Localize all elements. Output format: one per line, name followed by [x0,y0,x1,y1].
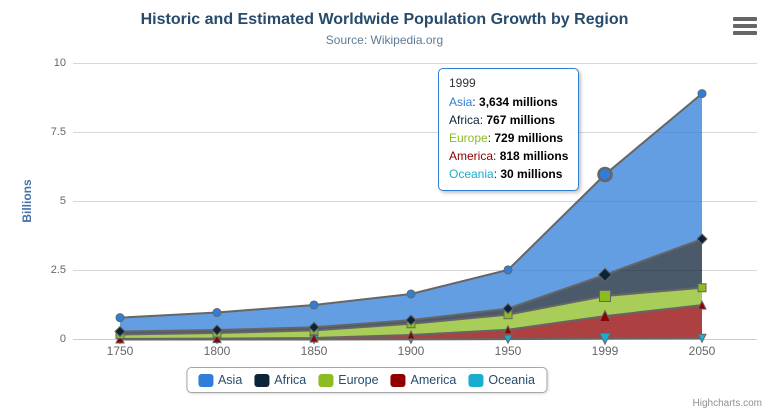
yaxis-label: 0 [59,333,66,345]
legend-label: Oceania [488,373,535,387]
tooltip-value: 818 millions [499,149,569,163]
legend-swatch [468,373,484,387]
legend-swatch [197,373,213,387]
tooltip-row: Oceania: 30 millions [449,167,563,181]
tooltip-series-name: America [449,149,494,163]
credits-link[interactable]: Highcharts.com [692,398,762,409]
legend-item-europe[interactable]: Europe [318,373,379,387]
tooltip-header: 1999 [449,76,476,90]
hamburger-icon [733,24,757,28]
hamburger-icon [733,17,757,21]
xaxis-label: 2050 [688,344,716,358]
tooltip-row: Europe: 729 millions [449,131,564,145]
legend: Asia Africa Europe America Oceania [185,367,547,393]
tooltip-series-name: Africa [449,113,480,127]
tooltip-value: 767 millions [486,113,556,127]
tooltip-row: Asia: 3,634 millions [449,95,558,109]
tooltip-row: Africa: 767 millions [449,113,556,127]
tooltip-row: America: 818 millions [449,149,569,163]
yaxis-label: 2.5 [50,264,66,276]
legend-swatch [318,373,334,387]
xaxis-label: 1950 [494,344,522,358]
legend-swatch [254,373,270,387]
legend-item-asia[interactable]: Asia [197,373,243,387]
legend-label: Asia [217,373,243,387]
legend-label: Africa [274,373,307,387]
tooltip-value: 3,634 millions [479,95,558,109]
tooltip-value: 729 millions [494,131,564,145]
yaxis-label: 7.5 [50,126,66,138]
xaxis-label: 1999 [591,344,619,358]
legend-item-africa[interactable]: Africa [254,373,306,387]
tooltip-series-name: Europe [449,131,488,145]
export-menu-button[interactable] [733,17,757,35]
xaxis-label: 1850 [300,344,328,358]
legend-label: Europe [338,373,379,387]
legend-item-oceania[interactable]: Oceania [468,373,535,387]
yaxis-label: 10 [53,57,66,69]
xaxis-label: 1750 [106,344,134,358]
tooltip-value: 30 millions [500,167,563,181]
chart-subtitle: Source: Wikipedia.org [325,33,444,47]
tooltip-series-name: Oceania [449,167,494,181]
legend-label: America [410,373,457,387]
legend-item-america[interactable]: America [390,373,457,387]
tooltip: 1999 Asia: 3,634 millions Africa: 767 mi… [438,68,580,191]
yaxis-label: 5 [59,195,66,207]
legend-swatch [390,373,406,387]
xaxis-label: 1800 [203,344,231,358]
chart-title: Historic and Estimated Worldwide Populat… [140,11,629,28]
tooltip-series-name: Asia [449,95,473,109]
xaxis-label: 1900 [397,344,425,358]
hamburger-icon [733,31,757,35]
